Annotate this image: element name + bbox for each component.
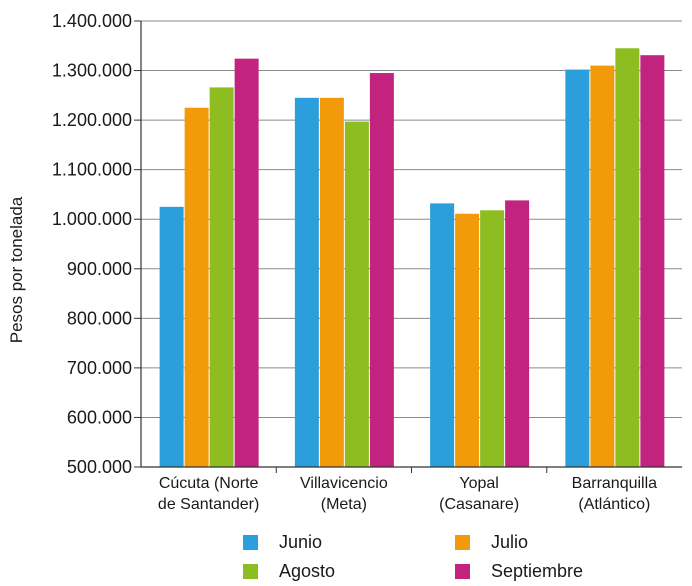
bar-junio-0 — [159, 206, 184, 468]
bar-agosto-1 — [344, 121, 369, 467]
bar-agosto-0 — [209, 87, 234, 467]
bar-julio-0 — [184, 107, 209, 467]
bars — [159, 48, 665, 468]
y-tick-label: 700.000 — [67, 358, 132, 378]
bar-junio-2 — [430, 203, 455, 467]
y-tick-label: 1.300.000 — [52, 61, 132, 81]
bar-septiembre-0 — [234, 58, 259, 467]
x-category-label: Barranquilla — [572, 475, 657, 492]
legend-swatch-junio — [243, 535, 258, 550]
y-tick-label: 1.000.000 — [52, 209, 132, 229]
bar-julio-2 — [455, 213, 480, 467]
y-tick-label: 500.000 — [67, 457, 132, 477]
y-tick-label: 1.100.000 — [52, 160, 132, 180]
x-category-label: Villavicencio — [300, 475, 388, 492]
x-category-label: Cúcuta (Norte — [159, 475, 259, 492]
legend: Junio Julio Agosto Septiembre — [243, 532, 583, 581]
bar-julio-1 — [319, 97, 344, 468]
bar-septiembre-2 — [505, 200, 530, 467]
legend-label-agosto: Agosto — [279, 561, 335, 581]
legend-label-julio: Julio — [491, 532, 528, 552]
legend-label-junio: Junio — [279, 532, 322, 552]
bar-agosto-2 — [480, 210, 505, 467]
y-tick-label: 600.000 — [67, 407, 132, 427]
y-tick-label: 1.400.000 — [52, 11, 132, 31]
x-category-label: Yopal — [459, 475, 498, 492]
x-category-labels: Cúcuta (Norte de Santander) Villavicencio (… — [158, 475, 657, 513]
x-category-label: (Meta) — [321, 496, 367, 513]
legend-label-septiembre: Septiembre — [491, 561, 583, 581]
y-axis-title: Pesos por tonelada — [7, 196, 26, 343]
legend-swatch-agosto — [243, 564, 258, 579]
bar-septiembre-1 — [369, 73, 394, 468]
legend-swatch-julio — [455, 535, 470, 550]
bar-junio-3 — [565, 69, 590, 467]
bar-agosto-3 — [615, 48, 640, 467]
y-tick-label: 1.200.000 — [52, 110, 132, 130]
x-category-label: de Santander) — [158, 496, 259, 513]
y-tick-label: 900.000 — [67, 259, 132, 279]
x-category-label: (Atlántico) — [578, 496, 650, 513]
axes — [134, 20, 682, 473]
bar-julio-3 — [590, 65, 615, 467]
y-tick-labels: 500.000 600.000 700.000 800.000 900.000 1.000… — [52, 11, 132, 477]
bar-septiembre-3 — [640, 55, 665, 468]
bar-junio-1 — [294, 97, 319, 468]
legend-swatch-septiembre — [455, 564, 470, 579]
x-category-label: (Casanare) — [439, 496, 519, 513]
y-tick-label: 800.000 — [67, 308, 132, 328]
